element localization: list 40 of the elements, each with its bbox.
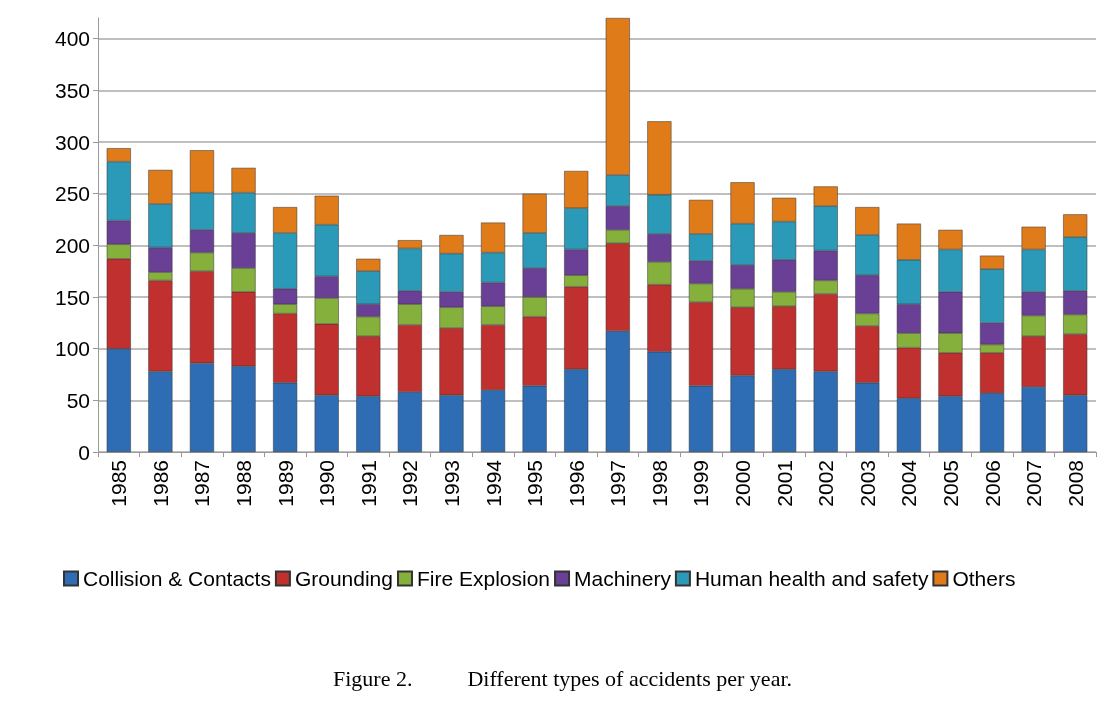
x-tick-label: 2006 bbox=[980, 460, 1004, 507]
y-tick-label: 250 bbox=[54, 182, 90, 206]
x-tick-label: 1985 bbox=[107, 460, 131, 507]
legend-label: Fire Explosion bbox=[416, 567, 551, 590]
x-tick-label: 2008 bbox=[1063, 460, 1087, 507]
y-tick-label: 0 bbox=[78, 440, 90, 464]
legend-label: Others bbox=[952, 567, 1016, 590]
legend-label: Human health and safety bbox=[694, 567, 929, 590]
y-tick-label: 350 bbox=[54, 78, 90, 102]
x-tick-label: 2003 bbox=[855, 460, 879, 507]
legend-label: Grounding bbox=[294, 567, 393, 590]
x-tick-label: 1988 bbox=[232, 460, 256, 507]
y-tick-label: 300 bbox=[54, 130, 90, 154]
x-tick-label: 1998 bbox=[647, 460, 671, 507]
x-tick-label: 1991 bbox=[356, 460, 380, 507]
y-tick-label: 400 bbox=[54, 27, 90, 51]
legend-label: Machinery bbox=[574, 567, 672, 590]
x-tick-label: 1999 bbox=[689, 460, 713, 507]
x-tick-label: 1996 bbox=[564, 460, 588, 507]
x-tick-label: 1990 bbox=[315, 460, 339, 507]
x-tick-label: 2007 bbox=[1022, 460, 1046, 507]
x-tick-label: 1997 bbox=[606, 460, 630, 507]
x-tick-label: 1994 bbox=[481, 459, 505, 507]
x-tick-label: 2002 bbox=[814, 460, 838, 507]
x-tick-label: 2000 bbox=[731, 460, 755, 507]
legend-label: Collision & Contacts bbox=[83, 567, 271, 590]
x-tick-label: 1993 bbox=[439, 460, 463, 507]
y-tick-label: 100 bbox=[54, 337, 90, 361]
x-tick-label: 2005 bbox=[938, 460, 962, 507]
y-tick-label: 200 bbox=[54, 233, 90, 257]
x-tick-label: 1986 bbox=[148, 460, 172, 507]
x-tick-label: 2004 bbox=[897, 459, 921, 507]
text: Figure 2. Different types of accidents per year. bbox=[333, 665, 793, 691]
y-tick-label: 50 bbox=[66, 388, 90, 412]
y-tick-label: 150 bbox=[54, 285, 90, 309]
x-tick-label: 2001 bbox=[772, 460, 796, 507]
x-tick-label: 1995 bbox=[523, 460, 547, 507]
x-tick-label: 1992 bbox=[398, 460, 422, 507]
x-tick-label: 1989 bbox=[273, 460, 297, 507]
x-tick-label: 1987 bbox=[190, 460, 214, 507]
